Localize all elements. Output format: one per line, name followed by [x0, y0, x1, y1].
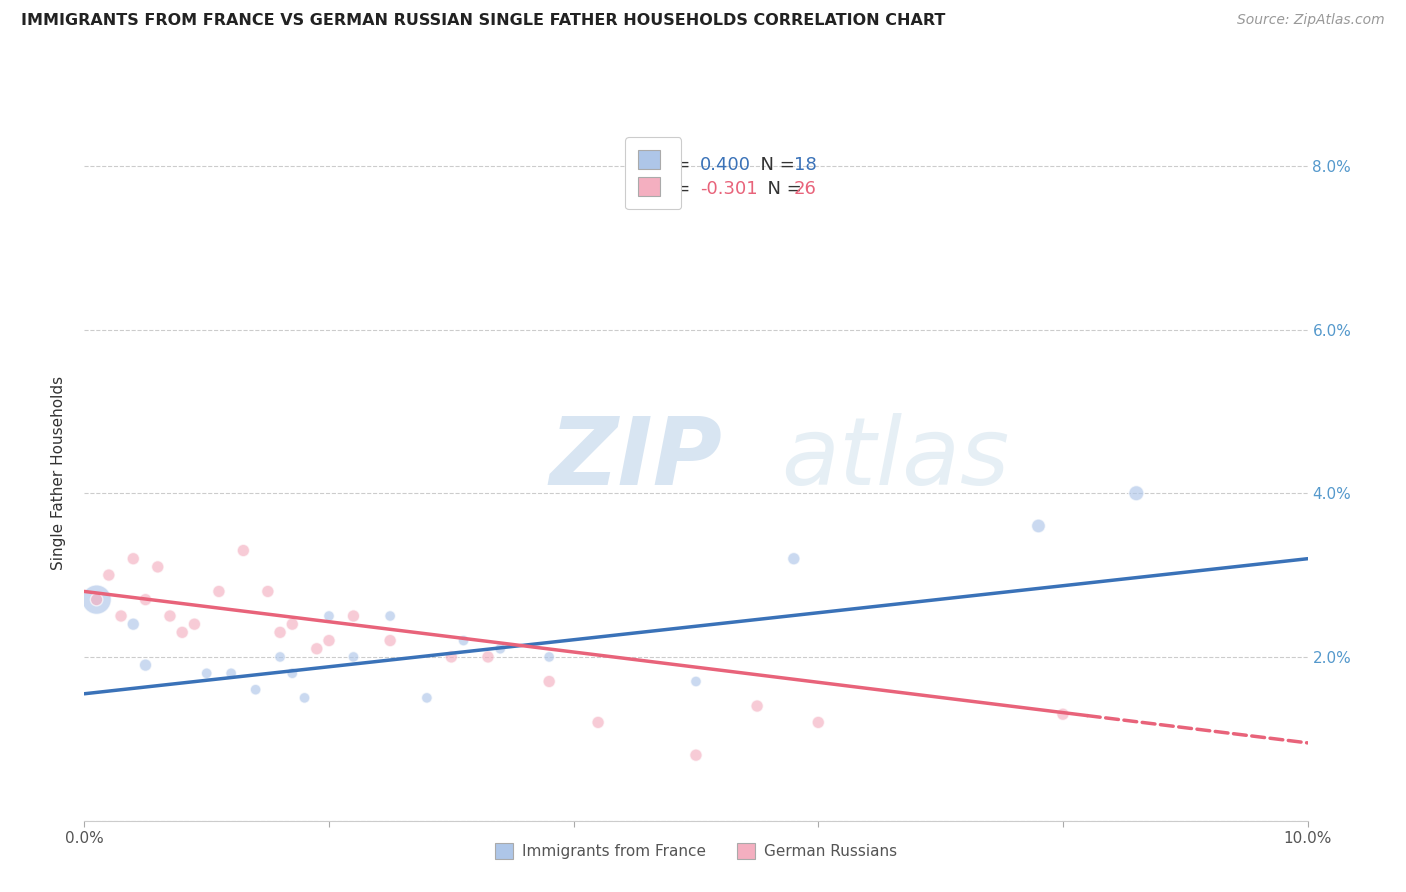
Point [110, 609, 132, 624]
Point [135, 658, 157, 673]
Point [208, 584, 231, 599]
Text: R =: R = [657, 180, 696, 198]
Point [269, 625, 291, 640]
Point [172, 625, 194, 640]
Point [195, 666, 218, 681]
Point [342, 649, 364, 664]
Point [97, 568, 120, 582]
Point [183, 617, 205, 632]
Point [440, 649, 463, 664]
Point [747, 699, 769, 714]
Text: ZIP: ZIP [550, 413, 723, 505]
Point [146, 560, 169, 574]
Point [257, 584, 280, 599]
Point [416, 690, 439, 705]
Text: 18: 18 [794, 156, 817, 174]
Point [538, 649, 561, 664]
Point [135, 592, 157, 607]
Point [342, 609, 364, 624]
Text: 0.400: 0.400 [700, 156, 751, 174]
Text: N =: N = [756, 180, 807, 198]
Point [453, 633, 475, 648]
Point [281, 617, 304, 632]
Point [586, 715, 609, 730]
Text: Source: ZipAtlas.com: Source: ZipAtlas.com [1237, 13, 1385, 28]
Point [219, 666, 242, 681]
Point [269, 649, 291, 664]
Point [807, 715, 830, 730]
Point [86, 592, 108, 607]
Point [1028, 519, 1050, 533]
Text: N =: N = [748, 156, 800, 174]
Point [1052, 707, 1074, 722]
Text: IMMIGRANTS FROM FRANCE VS GERMAN RUSSIAN SINGLE FATHER HOUSEHOLDS CORRELATION CH: IMMIGRANTS FROM FRANCE VS GERMAN RUSSIAN… [21, 13, 945, 29]
Point [281, 666, 304, 681]
Text: atlas: atlas [782, 413, 1010, 504]
Point [380, 609, 402, 624]
Text: 26: 26 [794, 180, 817, 198]
Point [245, 682, 267, 697]
Point [318, 609, 340, 624]
Point [380, 633, 402, 648]
Text: R =: R = [657, 156, 696, 174]
Point [232, 543, 254, 558]
Point [122, 617, 145, 632]
Point [86, 592, 108, 607]
Point [305, 641, 328, 656]
Point [538, 674, 561, 689]
Point [685, 674, 707, 689]
Point [489, 641, 512, 656]
Point [477, 649, 499, 664]
Y-axis label: Single Father Households: Single Father Households [51, 376, 66, 570]
Point [159, 609, 181, 624]
Point [1125, 486, 1147, 500]
Text: -0.301: -0.301 [700, 180, 758, 198]
Point [318, 633, 340, 648]
Point [294, 690, 316, 705]
Point [122, 551, 145, 566]
Point [783, 551, 806, 566]
Legend: Immigrants from France, German Russians: Immigrants from France, German Russians [488, 837, 904, 865]
Point [685, 748, 707, 763]
